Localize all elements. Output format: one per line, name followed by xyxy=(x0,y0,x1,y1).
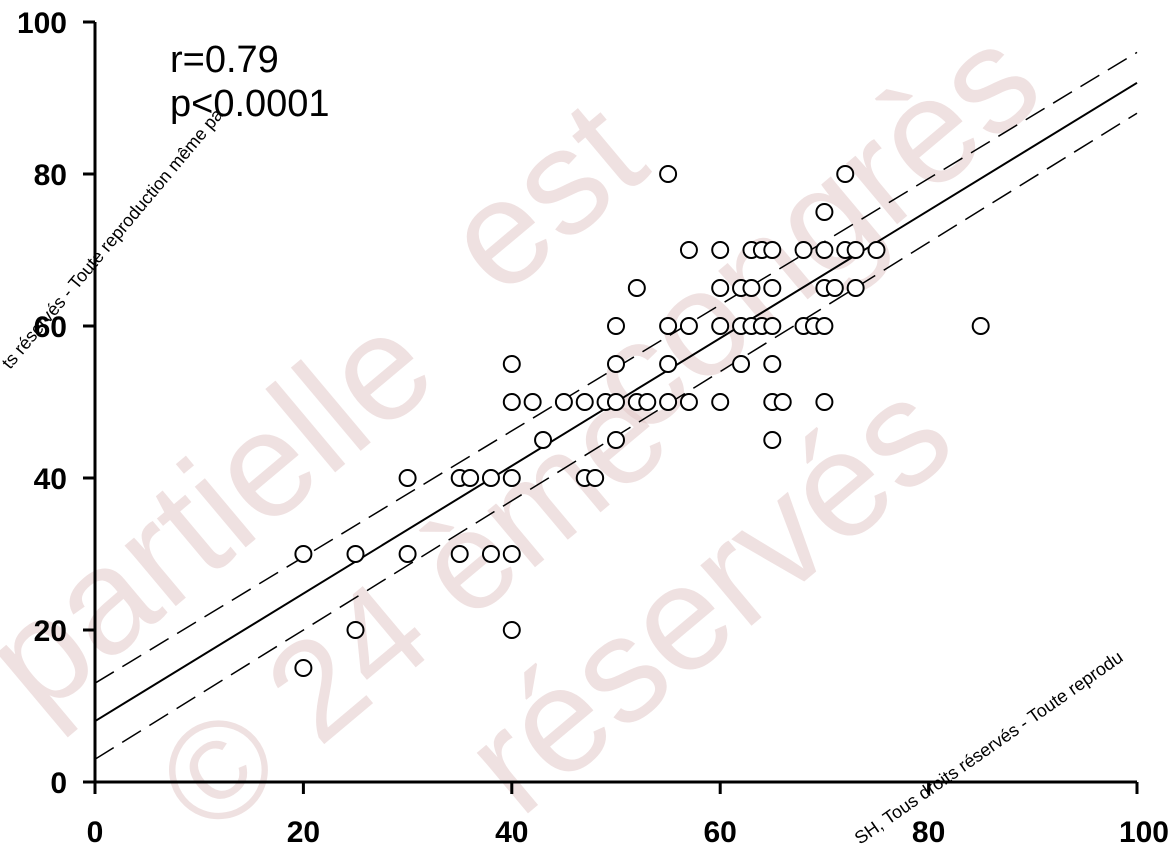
x-tick-label: 40 xyxy=(495,816,528,849)
data-point xyxy=(294,659,313,677)
data-point xyxy=(679,317,698,335)
y-tick-label: 20 xyxy=(34,615,67,648)
y-tick-label: 60 xyxy=(34,311,67,344)
data-point xyxy=(742,279,761,297)
data-point xyxy=(763,431,782,449)
data-point xyxy=(815,203,834,221)
data-point xyxy=(836,165,855,183)
data-point xyxy=(294,545,313,563)
data-point xyxy=(763,317,782,335)
data-point xyxy=(825,279,844,297)
data-point xyxy=(846,279,865,297)
data-point xyxy=(711,279,730,297)
data-point xyxy=(815,241,834,259)
data-point xyxy=(763,279,782,297)
data-point xyxy=(679,241,698,259)
data-point xyxy=(711,393,730,411)
data-point xyxy=(534,431,553,449)
data-point xyxy=(794,241,813,259)
data-point xyxy=(711,317,730,335)
watermark-layer: partielle est congrès © 24 ème réservés … xyxy=(0,0,1126,852)
data-point xyxy=(502,469,521,487)
watermark-small-text: SH, Tous droits réservés - Toute reprodu xyxy=(851,647,1127,848)
data-point xyxy=(815,317,834,335)
data-point xyxy=(586,469,605,487)
data-point xyxy=(867,241,886,259)
y-tick-label: 40 xyxy=(34,463,67,496)
x-tick-label: 20 xyxy=(287,816,320,849)
data-point xyxy=(481,469,500,487)
data-point xyxy=(638,393,657,411)
data-point xyxy=(575,393,594,411)
data-point xyxy=(481,545,500,563)
data-point xyxy=(398,469,417,487)
data-point xyxy=(346,621,365,639)
data-point xyxy=(815,393,834,411)
data-point xyxy=(502,355,521,373)
stats-annotation: r=0.79 p<0.0001 xyxy=(170,39,330,125)
data-point xyxy=(971,317,990,335)
data-points xyxy=(294,165,990,677)
data-point xyxy=(554,393,573,411)
data-point xyxy=(763,355,782,373)
data-point xyxy=(659,317,678,335)
x-tick-label: 0 xyxy=(87,816,104,849)
correlation-label: r=0.79 xyxy=(170,39,279,81)
data-point xyxy=(523,393,542,411)
data-point xyxy=(502,393,521,411)
data-point xyxy=(846,241,865,259)
data-point xyxy=(711,241,730,259)
y-tick-label: 80 xyxy=(34,159,67,192)
data-point xyxy=(659,393,678,411)
y-ticks: 0 20 40 60 80 100 xyxy=(17,7,95,800)
p-value-label: p<0.0001 xyxy=(170,83,330,125)
x-tick-label: 60 xyxy=(704,816,737,849)
data-point xyxy=(607,431,625,449)
x-ticks: 0 20 40 60 80 100 xyxy=(87,782,1169,849)
y-tick-label: 0 xyxy=(50,767,67,800)
data-point xyxy=(502,621,521,639)
data-point xyxy=(627,279,646,297)
data-point xyxy=(607,355,625,373)
data-point xyxy=(773,393,792,411)
data-point xyxy=(732,355,751,373)
data-point xyxy=(607,317,625,335)
axes: 0 20 40 60 80 100 0 20 40 60 80 100 xyxy=(17,7,1169,849)
x-tick-label: 80 xyxy=(912,816,945,849)
data-point xyxy=(461,469,480,487)
y-tick-label: 100 xyxy=(17,7,67,40)
data-point xyxy=(659,165,678,183)
data-point xyxy=(450,545,469,563)
data-point xyxy=(607,393,625,411)
x-tick-label: 100 xyxy=(1119,816,1169,849)
data-point xyxy=(502,545,521,563)
data-point xyxy=(398,545,417,563)
data-point xyxy=(763,241,782,259)
data-point xyxy=(659,355,678,373)
data-point xyxy=(346,545,365,563)
data-point xyxy=(679,393,698,411)
